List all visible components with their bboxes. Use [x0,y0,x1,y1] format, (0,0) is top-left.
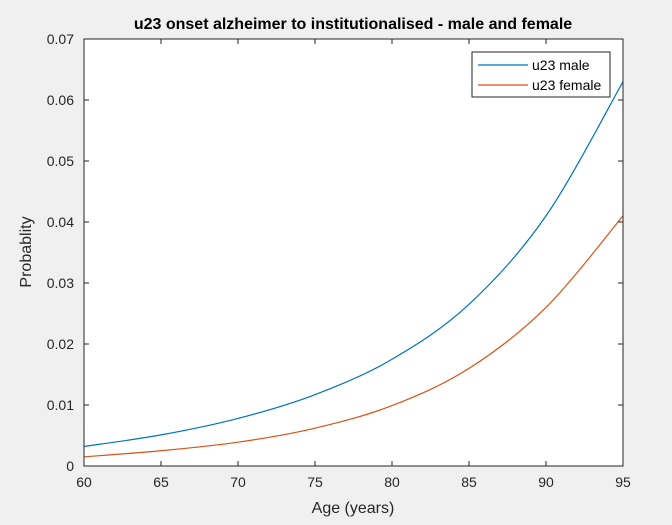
y-tick-label: 0.01 [47,397,74,413]
x-tick-layer: 60 65 70 75 80 85 90 95 [76,39,631,490]
x-tick-label: 85 [461,474,477,490]
legend-label-u23-female: u23 female [532,77,601,93]
y-tick-label: 0.06 [47,92,74,108]
x-axis-label: Age (years) [312,500,395,517]
x-tick-label: 75 [307,474,323,490]
plot-area [84,39,623,466]
series-line-u23-male [83,81,624,448]
x-tick-label: 90 [538,474,554,490]
x-tick-label: 65 [153,474,169,490]
axes-layer [83,38,624,467]
legend-box [471,51,611,98]
chart-title: u23 onset alzheimer to institutionalised… [134,16,572,33]
x-tick-label: 70 [230,474,246,490]
x-tick-label: 80 [384,474,400,490]
legend-label-u23-male: u23 male [532,57,590,73]
y-tick-label: 0.07 [47,31,74,47]
series-layer [83,81,624,458]
x-tick-label: 60 [76,474,92,490]
y-axis-label: Probablity [18,216,35,287]
x-tick-label: 95 [615,474,631,490]
y-tick-layer: 0 0.01 0.02 0.03 0.04 0.05 0.06 0.07 [47,31,623,474]
series-line-u23-female [83,215,624,458]
y-tick-label: 0.03 [47,275,74,291]
y-tick-label: 0 [66,458,74,474]
legend: u23 male u23 female [471,51,611,98]
y-tick-label: 0.04 [47,214,74,230]
y-tick-label: 0.05 [47,153,74,169]
axes-box [83,38,624,467]
y-tick-label: 0.02 [47,336,74,352]
